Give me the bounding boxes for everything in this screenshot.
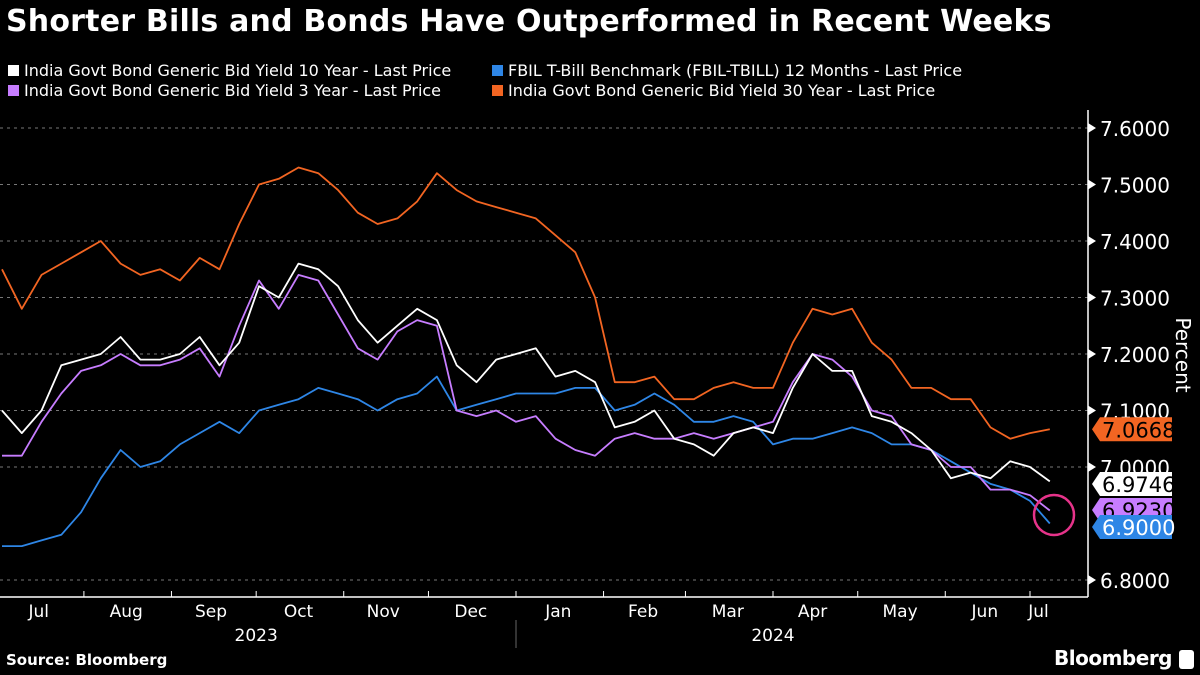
y-tick-mark	[1088, 236, 1096, 246]
x-year-label: 2024	[751, 626, 794, 646]
last-value-badge	[1092, 515, 1172, 539]
x-tick-label: Jul	[1027, 602, 1049, 622]
y-tick-label: 7.6000	[1100, 117, 1170, 141]
series-line-1	[2, 375, 1051, 547]
y-tick-label: 7.3000	[1100, 287, 1170, 311]
bloomberg-logo: Bloomberg	[1054, 646, 1172, 670]
x-tick-label: May	[883, 602, 918, 622]
x-tick-label: Sep	[195, 602, 227, 622]
legend-item-10y: India Govt Bond Generic Bid Yield 10 Yea…	[8, 61, 451, 80]
y-tick-label: 7.4000	[1100, 230, 1170, 254]
legend-label-10y: India Govt Bond Generic Bid Yield 10 Yea…	[24, 61, 452, 80]
source-note: Source: Bloomberg	[6, 651, 168, 669]
last-value-label: 7.0668	[1102, 418, 1175, 442]
last-value-label: 6.9000	[1102, 516, 1175, 540]
x-tick-label: Jul	[27, 602, 49, 622]
legend-item-30y: India Govt Bond Generic Bid Yield 30 Yea…	[492, 81, 935, 100]
legend-item-3y: India Govt Bond Generic Bid Yield 3 Year…	[8, 81, 441, 100]
x-tick-label: Jan	[544, 602, 571, 622]
highlight-circle	[1032, 493, 1076, 537]
last-value-badge	[1092, 472, 1172, 496]
y-tick-mark	[1088, 405, 1096, 416]
x-tick-label: Mar	[712, 602, 744, 622]
y-tick-mark	[1088, 179, 1096, 190]
legend-swatch-3y	[8, 85, 19, 96]
y-tick-mark	[1088, 462, 1096, 472]
legend-swatch-10y	[8, 65, 19, 76]
y-tick-mark	[1088, 292, 1096, 303]
x-tick-label: Oct	[284, 602, 314, 622]
y-tick-label: 7.2000	[1100, 343, 1170, 367]
x-tick-label: Nov	[367, 602, 400, 622]
x-tick-label: Apr	[798, 602, 827, 622]
y-tick-label: 6.8000	[1100, 569, 1170, 593]
y-tick-mark	[1088, 575, 1096, 585]
chart-title: Shorter Bills and Bonds Have Outperforme…	[6, 4, 1052, 39]
series-line-3	[1, 166, 1050, 440]
x-tick-label: Feb	[628, 602, 658, 622]
y-axis-label: Percent	[1171, 317, 1195, 392]
y-tick-mark	[1088, 349, 1096, 359]
y-tick-mark	[1088, 123, 1096, 133]
y-tick-label: 7.5000	[1100, 174, 1170, 198]
legend-label-30y: India Govt Bond Generic Bid Yield 30 Yea…	[508, 81, 936, 100]
legend-label-3y: India Govt Bond Generic Bid Yield 3 Year…	[24, 81, 442, 100]
legend-swatch-30y	[492, 85, 503, 96]
legend-item-12m-tbill: FBIL T-Bill Benchmark (FBIL-TBILL) 12 Mo…	[492, 61, 962, 80]
series-line-0	[1, 262, 1051, 483]
legend-swatch-12m-tbill	[492, 65, 503, 76]
x-tick-label: Dec	[454, 602, 487, 622]
x-tick-label: Aug	[110, 602, 143, 622]
x-year-label: 2023	[235, 626, 278, 646]
series-line-2	[2, 274, 1051, 512]
bloomberg-chart-icon	[1179, 650, 1194, 669]
x-tick-label: Jun	[971, 602, 999, 622]
last-value-label: 6.9746	[1102, 473, 1175, 497]
last-value-badge	[1092, 417, 1172, 442]
legend-label-12m-tbill: FBIL T-Bill Benchmark (FBIL-TBILL) 12 Mo…	[508, 61, 963, 80]
